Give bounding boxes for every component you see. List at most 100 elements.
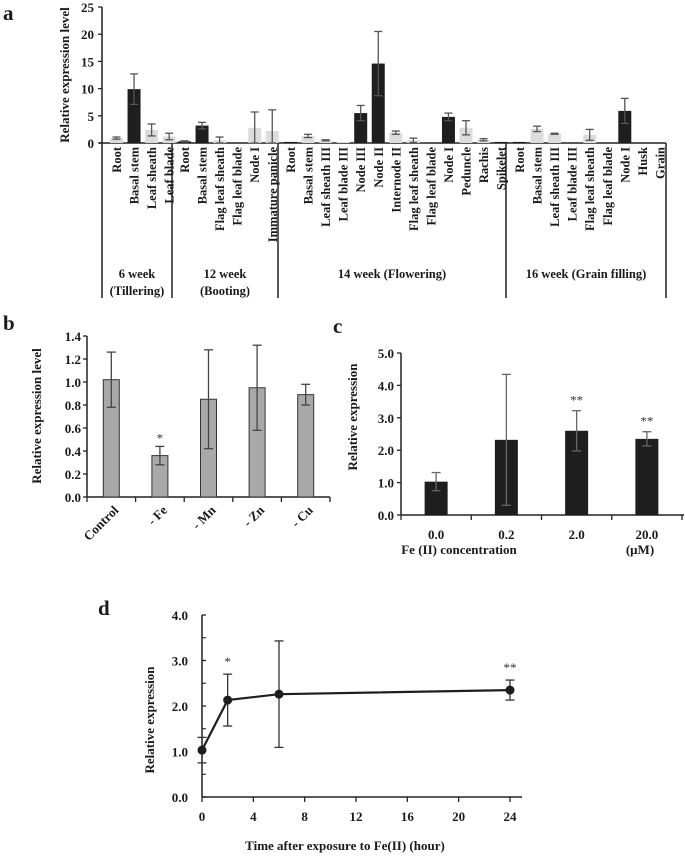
panel-a-category-label: Leaf blade [163,147,177,204]
panel-c-ytick-label: 1.0 [378,476,394,491]
panel-a-category-label: Flag leaf blade [601,147,615,226]
panel-a-category-label: Root [178,146,192,173]
panel-d-ytick-label: 0.0 [172,790,188,805]
panel-a-category-label: Node II [372,147,386,188]
panel-c-category-label: 0.2 [498,527,514,542]
panel-d-significance: ** [504,660,517,675]
panel-a-category-label: Flag leaf sheath [407,147,421,231]
panel-a-category-label: Leaf blade III [566,147,580,221]
panel-a-category-label: Basal stem [128,146,142,204]
panel-a-category-label: Root [513,146,527,173]
panel-c: 0.0 1.0 2.0 3.0 4.0 5.0 0.0 0.2 ** 2.0 ** 20.0 [378,346,684,542]
panel-c-bar [565,430,589,515]
panel-a-category-label: Basal stem [531,146,545,204]
panel-d-xtick-label: 8 [301,809,308,824]
panel-a-category-label: Node III [354,147,368,193]
panel-a-bar [319,140,333,143]
panel-a-group-label-sub: (Booting) [200,284,250,298]
panel-a-ytick-label: 0 [88,136,95,151]
panel-a-category-label: Basal stem [302,146,316,204]
panel-b-category-label: - Zn [240,502,268,530]
panel-c-ylabel: Relative expression [345,363,360,471]
panel-d-letter: d [98,596,110,620]
panel-a-bar [530,128,544,143]
panel-d-xtick-label: 12 [350,809,363,824]
panel-a-category-label: Husk [636,147,650,176]
panel-a-category-label: Root [110,146,124,173]
panel-a-category-label: Leaf sheath [145,147,159,209]
panel-d-point [223,695,233,705]
panel-a-ytick-label: 5 [88,109,95,124]
panel-a-category-label: Flag leaf sheath [213,147,227,231]
panel-a-ylabel: Relative expression level [57,7,72,143]
panel-b-category-label: Control [80,502,121,543]
panel-b-ytick-label: 0.4 [65,444,82,459]
panel-c-xlabel: Fe (II) concentration [401,542,517,557]
panel-a-bar [127,89,141,143]
panel-a-ytick-label: 25 [81,0,95,15]
panel-a-bar [389,132,403,143]
panel-d-ytick-label: 4.0 [172,608,188,623]
panel-a-category-label: Basal stem [196,146,210,204]
panel-d-xlabel: Time after exposure to Fe(II) (hour) [245,838,445,853]
panel-a-bar [513,141,526,143]
panel-d-point [505,685,515,695]
panel-b-ytick-label: 0.8 [65,398,82,413]
panel-a-category-label: Internode II [389,147,403,213]
panel-a-category-label: Flag leaf blade [231,147,245,226]
panel-d-ytick-label: 1.0 [172,745,188,760]
panel-b-category-label: - Fe [144,502,170,528]
panel-a-bar [548,133,562,143]
panel-c-ytick-label: 4.0 [378,378,394,393]
panel-c-ytick-label: 2.0 [378,443,394,458]
panel-d-xtick-label: 0 [199,809,206,824]
panel-a-category-label: Leaf blade III [337,147,351,221]
panel-a-group-label: 16 week (Grain filling) [526,267,646,281]
panel-a-group-4: Root Basal stem Leaf sheath III Leaf blade … [513,97,667,281]
panel-a-category-label: Flag leaf blade [424,147,438,226]
panel-c-category-label: 20.0 [636,527,659,542]
panel-a-ytick-label: 10 [81,82,94,97]
panel-a-group-3: Root Basal stem Leaf sheath III Leaf blade … [284,30,509,281]
panel-a-bar [494,141,508,143]
panel-a-category-label: Node I [442,147,456,183]
panel-a-category-label: Node I [248,147,262,183]
panel-d-series-line [201,688,511,751]
panel-a-category-label: Immature panicle [266,147,280,243]
panel-b-ytick-label: 1.0 [65,375,81,390]
panel-d-xtick-label: 16 [401,809,415,824]
panel-c-category-label: 2.0 [569,527,585,542]
panel-a-category-label: Rachis [477,147,491,183]
panel-b-ytick-label: 0.0 [65,490,81,505]
panel-a-category-label: Node I [618,147,632,183]
panel-a-group-label: 6 week [119,267,155,281]
panel-a-group-label: 12 week [204,267,247,281]
panel-c-ytick-label: 5.0 [378,346,394,361]
panel-a-ytick-label: 20 [81,27,94,42]
panel-b-significance: * [157,430,164,445]
panel-d-point [197,745,207,755]
panel-c-significance: ** [640,414,653,429]
panel-a-group-label-sub: (Tillering) [110,284,165,298]
panel-c-ytick-label: 3.0 [378,411,394,426]
panel-d: 0.01.02.03.04.00 4 8 12 16 20 24* ** [172,608,522,824]
panel-a-bar [301,135,315,143]
panel-c-bar [424,481,448,515]
panel-c-category-label: 0.0 [428,527,444,542]
panel-b-ytick-label: 0.2 [65,467,81,482]
panel-b-ytick-label: 1.2 [65,352,81,367]
panel-b-category-label: - Cu [288,503,316,531]
panel-a-category-label: Root [284,146,298,173]
panel-d-ytick-label: 2.0 [172,699,188,714]
panel-d-xtick-label: 24 [504,809,518,824]
panel-b-ylabel: Relative expression level [29,348,44,484]
panel-a-bar [195,125,209,143]
panel-a-group-label: 14 week (Flowering) [338,267,446,281]
panel-a-bar [284,141,297,143]
panel-a-bar [371,63,385,143]
panel-a-category-label: Spikelet [495,146,509,190]
panel-b-bar [297,394,315,498]
panel-b: 0.0 0.2 0.4 0.6 0.8 1.0 1.2 1.4 Control * - Fe - Mn… [65,329,331,544]
